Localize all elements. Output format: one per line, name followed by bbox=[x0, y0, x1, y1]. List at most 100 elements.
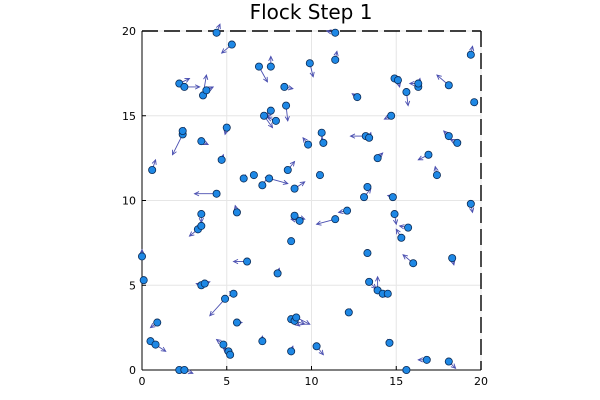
arrow-head bbox=[299, 181, 306, 187]
boid-point bbox=[424, 150, 433, 159]
boid-point bbox=[295, 216, 304, 225]
boid-point bbox=[151, 340, 160, 349]
arrow-head bbox=[318, 349, 325, 356]
boid-point bbox=[402, 88, 411, 97]
boid-points bbox=[137, 28, 479, 374]
boid-point bbox=[180, 365, 189, 374]
boid-point bbox=[221, 294, 230, 303]
boid-point bbox=[353, 93, 362, 102]
y-tick-label: 0 bbox=[129, 364, 136, 377]
y-tick-label: 10 bbox=[122, 195, 136, 208]
boid-point bbox=[137, 252, 146, 261]
boid-point bbox=[197, 137, 206, 146]
boid-point bbox=[260, 111, 269, 120]
boid-point bbox=[331, 215, 340, 224]
arrow-head bbox=[304, 320, 311, 325]
arrow-head bbox=[187, 369, 194, 375]
arrow-head bbox=[233, 204, 239, 211]
boid-point bbox=[222, 123, 231, 132]
x-tick-label: 5 bbox=[223, 375, 230, 388]
boid-point bbox=[409, 259, 418, 268]
boid-point bbox=[404, 223, 413, 232]
arrow-head bbox=[392, 219, 399, 226]
arrow-head bbox=[433, 165, 439, 172]
boid-point bbox=[365, 133, 374, 142]
boid-point bbox=[273, 269, 282, 278]
arrow-head bbox=[139, 248, 145, 255]
boid-point bbox=[414, 79, 423, 88]
arrow-head bbox=[396, 81, 402, 88]
boid-point bbox=[305, 59, 314, 68]
boid-point bbox=[287, 347, 296, 356]
arrow-head bbox=[294, 321, 301, 327]
arrow-head bbox=[395, 228, 401, 235]
boid-point bbox=[139, 276, 148, 285]
boid-point bbox=[202, 86, 211, 95]
y-tick-label: 15 bbox=[122, 110, 136, 123]
boid-point bbox=[393, 76, 402, 85]
boid-point bbox=[200, 279, 209, 288]
arrow-head bbox=[268, 55, 274, 62]
arrow-head bbox=[325, 29, 332, 35]
arrow-head bbox=[208, 86, 215, 92]
arrow-head bbox=[287, 85, 294, 91]
arrow-head bbox=[203, 74, 209, 80]
boid-point bbox=[453, 138, 462, 147]
arrow-head bbox=[232, 258, 239, 265]
boid-point bbox=[232, 318, 241, 327]
arrow-head bbox=[172, 149, 177, 156]
arrow-head bbox=[469, 207, 475, 214]
boid-point bbox=[466, 50, 475, 59]
arrow-head bbox=[333, 50, 339, 57]
boid-point bbox=[197, 221, 206, 230]
boid-point bbox=[212, 28, 221, 37]
boid-point bbox=[282, 101, 291, 110]
arrow-head bbox=[442, 130, 449, 136]
arrow-head bbox=[282, 179, 289, 185]
boid-point bbox=[227, 40, 236, 49]
y-tick-label: 20 bbox=[122, 25, 136, 38]
boid-point bbox=[444, 357, 453, 366]
boid-point bbox=[197, 210, 206, 219]
boid-point bbox=[226, 350, 235, 359]
boid-point bbox=[331, 28, 340, 37]
boid-point bbox=[402, 365, 411, 374]
boid-point bbox=[217, 155, 226, 164]
arrow-head bbox=[383, 114, 390, 120]
boid-point bbox=[387, 111, 396, 120]
arrow-head bbox=[450, 259, 456, 266]
tick-labels: 0 5 10 15 20 0 5 10 15 20 bbox=[122, 25, 488, 388]
arrow-head bbox=[215, 338, 222, 345]
boid-point bbox=[365, 277, 374, 286]
arrow-head bbox=[337, 208, 344, 215]
boid-point bbox=[344, 308, 353, 317]
boid-point bbox=[397, 233, 406, 242]
boid-point bbox=[180, 82, 189, 91]
arrow-head bbox=[151, 158, 157, 165]
x-tick-label: 10 bbox=[305, 375, 319, 388]
arrow-head bbox=[149, 322, 156, 329]
arrow-head bbox=[417, 357, 423, 363]
boid-point bbox=[312, 342, 321, 351]
arrow-head bbox=[398, 224, 405, 230]
arrow-head bbox=[188, 231, 195, 237]
boid-point bbox=[290, 211, 299, 220]
arrow-head bbox=[299, 320, 306, 326]
boid-point bbox=[363, 249, 372, 258]
arrow-head bbox=[209, 310, 215, 317]
arrow-head bbox=[289, 160, 296, 167]
arrow-head bbox=[377, 152, 384, 158]
boid-point bbox=[385, 338, 394, 347]
boid-point bbox=[383, 289, 392, 298]
boid-point bbox=[266, 62, 275, 71]
boid-point bbox=[422, 355, 431, 364]
arrow-head bbox=[375, 275, 381, 282]
arrow-head bbox=[267, 122, 274, 129]
boid-point bbox=[258, 337, 267, 346]
boid-point bbox=[239, 174, 248, 183]
arrow-head bbox=[302, 136, 308, 143]
boid-point bbox=[470, 98, 479, 107]
boid-point bbox=[249, 171, 258, 180]
x-tick-label: 20 bbox=[474, 375, 488, 388]
boid-point bbox=[343, 206, 352, 215]
